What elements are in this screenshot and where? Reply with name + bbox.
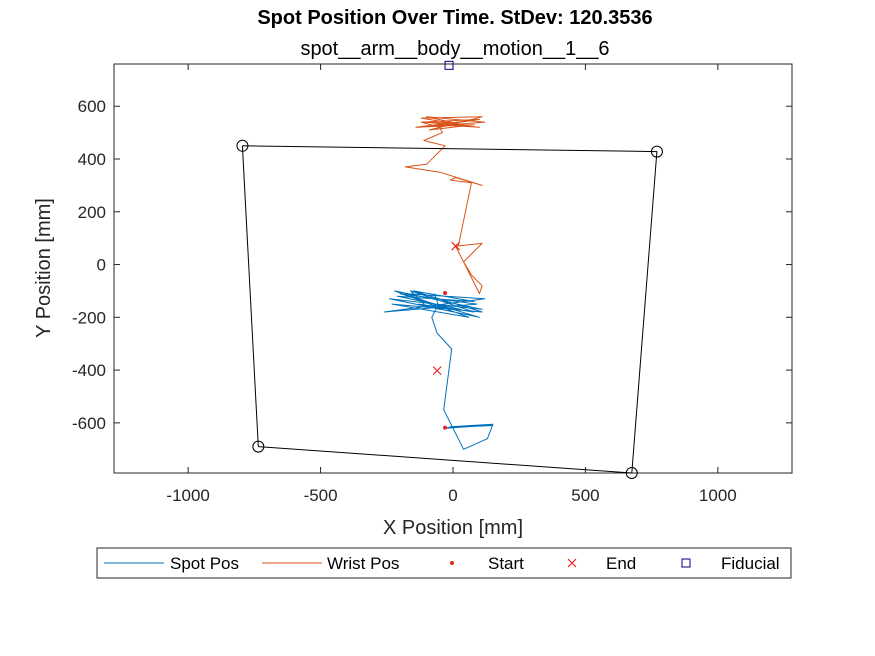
spot-pos-line	[383, 290, 494, 450]
chart-title: Spot Position Over Time. StDev: 120.3536	[257, 7, 652, 29]
plot-area: -1000 -500 0 500 1000 -600 -400 -200 0 200 400 600	[72, 60, 793, 505]
legend-swatch-fiducial	[681, 558, 691, 568]
corner-marker	[650, 145, 663, 158]
start-marker	[443, 425, 448, 430]
axes-box	[113, 63, 793, 474]
corner-marker	[236, 139, 249, 152]
fiducial-boundary-line	[241, 145, 658, 474]
y-tick-label: -400	[72, 361, 106, 380]
legend-label-end: End	[606, 554, 636, 573]
corner-marker	[252, 440, 265, 453]
x-tick-label: -1000	[166, 486, 209, 505]
x-tick-label: 500	[571, 486, 599, 505]
legend: Spot Pos Wrist Pos Start End Fiducial	[96, 547, 792, 579]
y-tick-label: 400	[78, 150, 106, 169]
legend-swatch-end	[567, 558, 577, 568]
legend-label-fiducial: Fiducial	[721, 554, 780, 573]
start-marker	[443, 291, 448, 296]
y-tick-label: 600	[78, 97, 106, 116]
x-tick-label: -500	[304, 486, 338, 505]
corner-marker	[625, 467, 638, 479]
y-tick-label: 200	[78, 203, 106, 222]
end-marker	[432, 366, 442, 376]
y-axis-label: Y Position [mm]	[33, 198, 55, 338]
y-tick-label: -200	[72, 308, 106, 327]
legend-label-wrist-pos: Wrist Pos	[327, 554, 399, 573]
end-marker	[451, 241, 461, 251]
x-axis-label: X Position [mm]	[383, 517, 523, 539]
x-tick-label: 1000	[699, 486, 737, 505]
chart-subtitle: spot__arm__body__motion__1__6	[300, 38, 609, 60]
legend-label-start: Start	[488, 554, 524, 573]
legend-label-spot-pos: Spot Pos	[170, 554, 239, 573]
fiducial-marker	[444, 60, 454, 70]
x-tick-label: 0	[448, 486, 457, 505]
legend-swatch-start	[450, 561, 454, 565]
y-tick-label: 0	[97, 256, 106, 275]
y-tick-label: -600	[72, 414, 106, 433]
legend-box	[96, 547, 792, 579]
wrist-pos-line	[404, 116, 486, 295]
